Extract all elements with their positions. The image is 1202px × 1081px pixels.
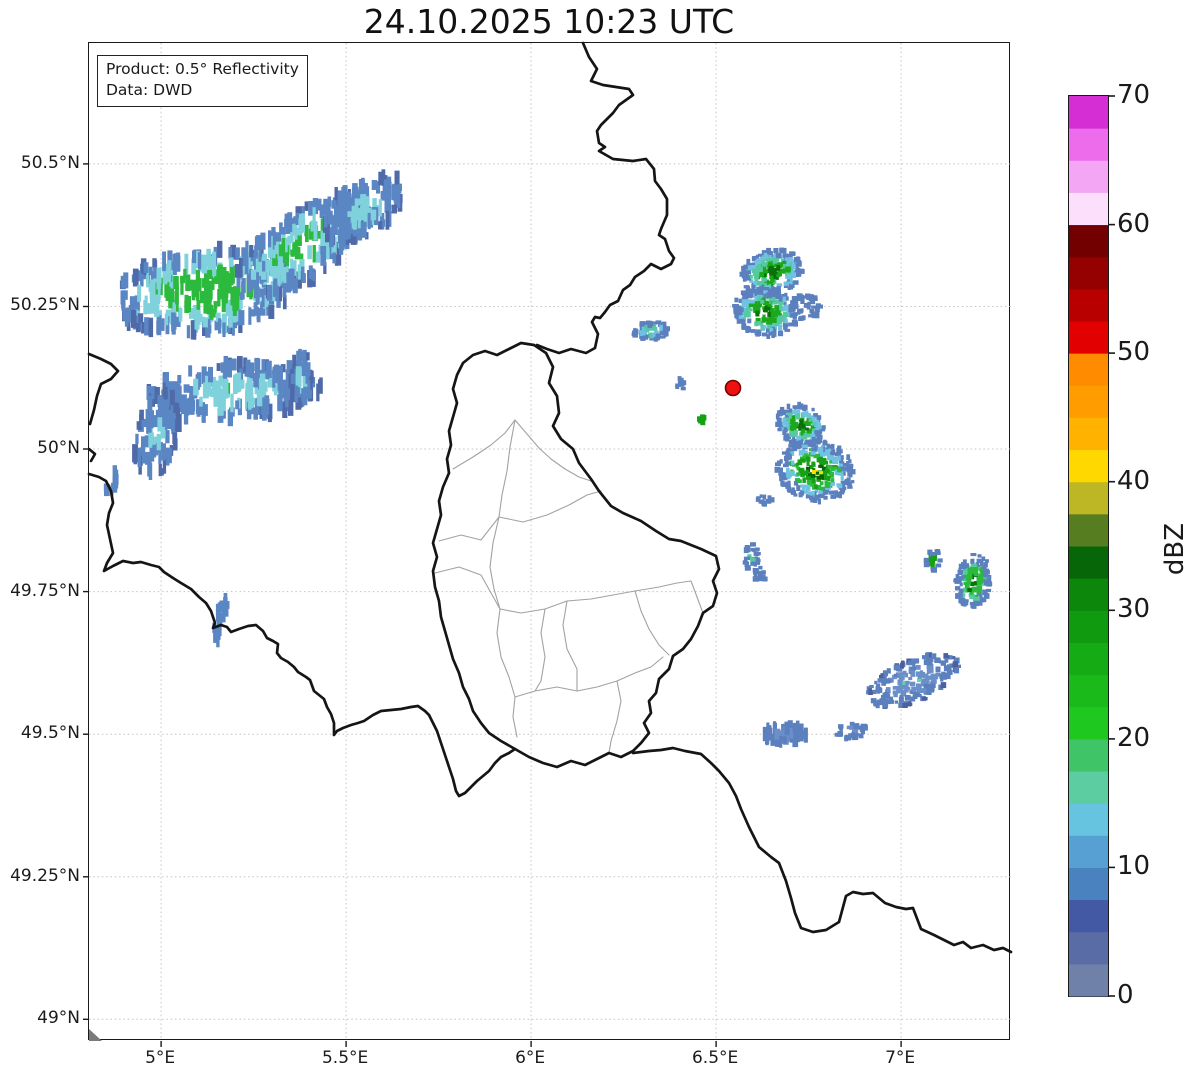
radar-echo-cluster — [697, 414, 707, 426]
lon-tick-label: 6.5°E — [691, 1048, 739, 1068]
radar-echo-cluster — [742, 542, 761, 571]
luxembourg-border — [431, 341, 721, 769]
colorbar-segment — [1069, 963, 1108, 997]
radar-echo-cluster — [762, 720, 808, 748]
radar-echo-cluster — [788, 293, 823, 321]
region-border — [514, 419, 592, 482]
map-canvas — [83, 41, 1013, 1047]
radar-echo-cluster — [923, 549, 943, 573]
region-border — [534, 608, 546, 692]
colorbar-tick-label: 70 — [1117, 80, 1151, 110]
colorbar-segment — [1069, 738, 1108, 772]
colorbar-segment — [1069, 931, 1108, 965]
region-border — [498, 419, 516, 518]
colorbar-segment — [1069, 481, 1108, 515]
colorbar-segment — [1069, 674, 1108, 708]
product-line: Product: 0.5° Reflectivity — [106, 60, 299, 78]
lon-tick-label: 5°E — [145, 1048, 176, 1068]
colorbar-segment — [1069, 803, 1108, 836]
radar-echo-cluster — [834, 721, 868, 742]
colorbar-segment — [1069, 449, 1108, 483]
radar-echo-cluster — [774, 438, 856, 505]
belgium-germany-border — [535, 41, 676, 355]
colorbar-segment — [1069, 513, 1108, 547]
colorbar-tick-label: 60 — [1117, 208, 1151, 239]
colorbar-segment — [1069, 288, 1108, 322]
colorbar-segment — [1069, 546, 1108, 579]
lon-tick-label: 5.5°E — [321, 1048, 369, 1068]
region-border — [514, 656, 664, 698]
radar-echo-cluster — [675, 376, 687, 391]
colorbar-segment — [1069, 835, 1108, 868]
colorbar-segment — [1069, 353, 1108, 386]
colorbar-segment — [1069, 160, 1108, 193]
colorbar-segment — [1069, 192, 1108, 226]
belgium-france-border — [87, 472, 517, 798]
lat-tick-label: 50.25°N — [10, 295, 80, 316]
colorbar-canvas — [1069, 95, 1115, 997]
colorbar-tick-label: 20 — [1117, 722, 1151, 753]
radar-echo-cluster — [953, 553, 993, 609]
region-border — [452, 419, 516, 470]
lat-tick-label: 49.5°N — [20, 723, 80, 744]
map-corner-patch — [89, 1029, 102, 1041]
colorbar-tick-label: 10 — [1117, 851, 1151, 882]
belgium-france-border-mid — [87, 447, 97, 463]
region-border — [562, 600, 578, 692]
map-plot-area — [83, 41, 1013, 1047]
colorbar-segment — [1069, 256, 1108, 290]
colorbar-segment — [1069, 867, 1108, 901]
region-border — [499, 580, 704, 614]
radar-echo-cluster — [775, 401, 826, 447]
region-border — [438, 490, 602, 542]
colorbar-segment — [1069, 578, 1108, 611]
region-border — [434, 566, 501, 610]
lat-tick-label: 49.25°N — [10, 865, 80, 886]
figure-title: 24.10.2025 10:23 UTC — [363, 2, 735, 41]
radar-echo-cluster — [631, 320, 670, 342]
radar-echo-cluster — [732, 287, 799, 339]
colorbar-tick-label: 0 — [1117, 980, 1134, 1010]
colorbar-segment — [1069, 771, 1108, 804]
colorbar-tick-label: 50 — [1117, 337, 1151, 368]
lat-tick-label: 50°N — [37, 438, 80, 459]
lon-tick-label: 7°E — [885, 1048, 916, 1068]
colorbar-segment — [1069, 321, 1108, 354]
region-border — [634, 590, 670, 656]
radar-echo-cluster — [215, 593, 230, 626]
radar-echo-cluster — [755, 494, 775, 507]
product-info-box: Product: 0.5° Reflectivity Data: DWD — [97, 55, 308, 107]
colorbar-segment — [1069, 385, 1108, 418]
colorbar-segment — [1069, 610, 1108, 643]
lat-tick-label: 49°N — [37, 1008, 80, 1029]
radar-echo-cluster — [288, 348, 314, 410]
colorbar-segment — [1069, 224, 1108, 258]
france-germany-border — [631, 746, 1013, 954]
belgium-france-border-north — [87, 352, 120, 426]
data-source-line: Data: DWD — [106, 81, 193, 100]
colorbar-segment — [1069, 706, 1108, 740]
colorbar-axis-label: dBZ — [1160, 522, 1190, 576]
colorbar-segment — [1069, 128, 1108, 161]
lat-tick-label: 50.5°N — [20, 152, 80, 173]
radar-echo-cluster — [322, 169, 403, 248]
lon-tick-label: 6°E — [515, 1048, 546, 1068]
colorbar-tick-label: 30 — [1117, 594, 1151, 625]
colorbar-segment — [1069, 899, 1108, 933]
region-border — [496, 608, 518, 738]
colorbar — [1068, 95, 1115, 997]
colorbar-tick-label: 40 — [1117, 465, 1151, 496]
radar-site-marker — [724, 379, 742, 397]
radar-echo-cluster — [132, 382, 182, 480]
colorbar-segment — [1069, 417, 1108, 451]
region-border — [489, 516, 501, 610]
radar-echo-cluster — [752, 565, 768, 582]
colorbar-segment — [1069, 96, 1108, 129]
radar-echo-cluster — [866, 652, 961, 709]
colorbar-segment — [1069, 642, 1108, 676]
region-border — [608, 680, 622, 754]
lat-tick-label: 49.75°N — [10, 580, 80, 601]
